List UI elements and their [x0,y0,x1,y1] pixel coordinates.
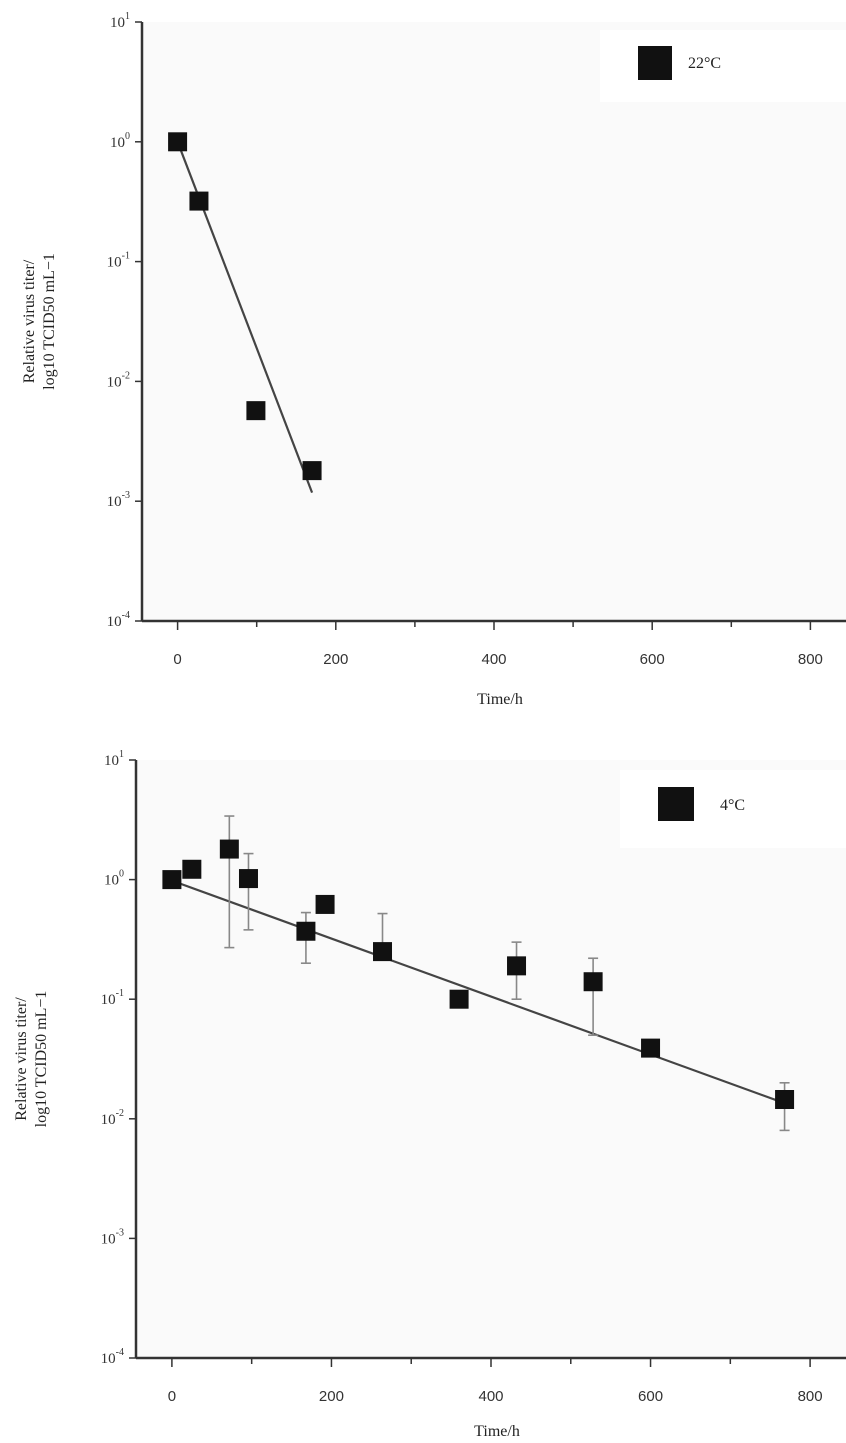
data-point [315,894,335,914]
x-tick-label: 800 [798,651,823,668]
y-axis-title-units: log10 TCID50 mL−1 [33,991,50,1128]
y-tick-label: 10-2 [101,1108,124,1128]
regression-line [171,879,785,1105]
data-point [302,461,322,481]
y-tick-label: 101 [104,749,124,769]
legend-box [620,770,846,848]
y-tick-label: 10-3 [101,1227,124,1247]
x-tick-label: 600 [638,1388,663,1405]
y-axis-title: Relative virus titer/ [13,997,30,1121]
y-axis-title: Relative virus titer/ [21,259,38,383]
x-tick-label: 0 [173,651,181,668]
y-tick-label: 100 [104,869,124,889]
x-tick-label: 0 [168,1388,176,1405]
x-tick-label: 800 [798,1388,823,1405]
y-tick-label: 10-1 [101,988,124,1008]
data-point [246,401,266,421]
data-point [507,956,527,976]
x-tick-label: 400 [478,1388,503,1405]
legend-label: 22°C [688,55,721,72]
y-tick-label: 101 [110,11,130,31]
data-point [373,942,393,962]
x-tick-label: 200 [323,651,348,668]
y-tick-label: 10-4 [107,610,130,630]
data-point [219,839,239,859]
data-point [238,869,258,889]
data-point [449,989,469,1009]
y-tick-label: 10-3 [107,490,130,510]
chart-4c: 0 200 400 600 800 101 100 10-1 10-2 10-3 10-4 Time/… [13,749,846,1440]
plot-area [142,22,846,621]
data-point [775,1090,795,1110]
y-tick-label: 10-4 [101,1347,124,1367]
legend-marker [638,46,672,80]
data-point [189,191,209,211]
data-point [641,1038,661,1058]
y-tick-label: 100 [110,131,130,151]
legend-marker [658,787,694,821]
data-point [162,870,182,890]
y-axis-title-units: log10 TCID50 mL−1 [41,253,58,390]
plot-area [136,760,846,1358]
x-tick-label: 400 [481,651,506,668]
x-tick-label: 200 [319,1388,344,1405]
data-point [182,859,202,879]
x-axis-title: Time/h [474,1423,520,1440]
data-point [296,921,316,941]
data-point [583,972,603,992]
y-tick-label: 10-2 [107,370,130,390]
y-tick-label: 10-1 [107,251,130,271]
legend-label: 4°C [720,797,745,814]
x-axis-title: Time/h [477,691,523,708]
x-tick-label: 600 [640,651,665,668]
chart-22c: 0 200 400 600 800 101 100 10-1 10-2 10-3 10-4 Time/… [21,11,846,708]
legend-box [600,30,846,102]
data-point [168,132,188,152]
